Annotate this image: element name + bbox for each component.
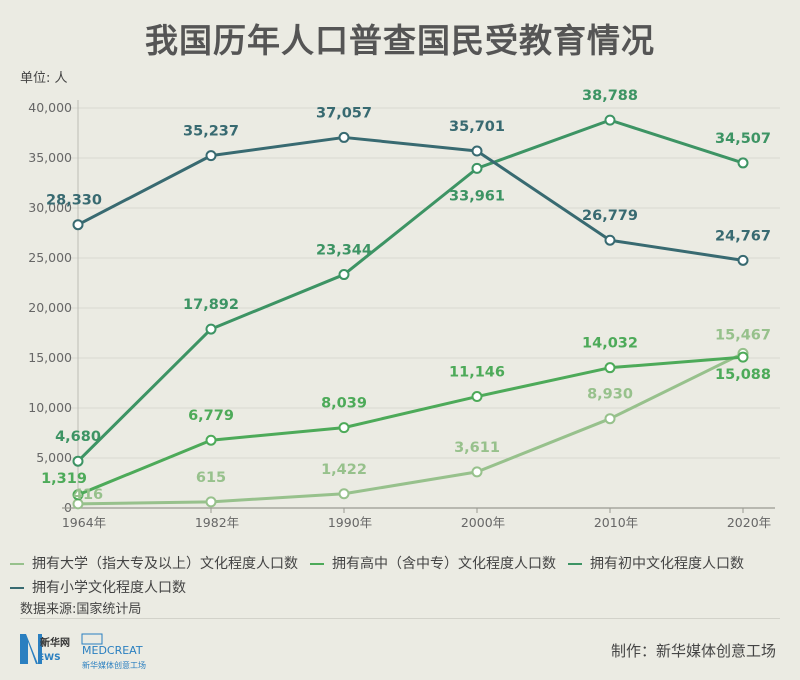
data-label: 1,319 <box>41 471 87 487</box>
y-tick-label: 25,000 <box>28 250 72 265</box>
media-creative-logo: MEDCREAT 新华媒体创意工场 <box>81 633 146 670</box>
legend: 拥有大学（指大专及以上）文化程度人口数 拥有高中（含中专）文化程度人口数 拥有初中文… <box>10 552 795 600</box>
data-label: 33,961 <box>449 188 505 204</box>
legend-swatch <box>310 563 324 565</box>
data-point <box>471 466 483 478</box>
data-point <box>604 362 616 374</box>
data-label: 416 <box>73 487 103 503</box>
grid <box>70 107 780 459</box>
data-label: 34,507 <box>715 131 771 147</box>
y-tick-label: 10,000 <box>28 400 72 415</box>
svg-text:EWS: EWS <box>38 653 61 663</box>
legend-swatch <box>10 587 24 589</box>
data-label: 24,767 <box>715 228 771 244</box>
data-label: 1,422 <box>321 462 367 478</box>
x-tick-label: 2010年 <box>594 515 638 530</box>
series-line-3 <box>77 135 744 262</box>
series-line-1 <box>77 355 744 497</box>
legend-label: 拥有初中文化程度人口数 <box>590 556 744 572</box>
legend-label: 拥有大学（指大专及以上）文化程度人口数 <box>32 556 298 572</box>
svg-text:MEDCREAT: MEDCREAT <box>82 644 143 657</box>
x-tick-label: 2000年 <box>461 515 505 530</box>
data-label: 23,344 <box>316 243 372 259</box>
data-label: 14,032 <box>582 336 638 352</box>
legend-item-0: 拥有大学（指大专及以上）文化程度人口数 <box>10 552 298 576</box>
y-tick-label: 5,000 <box>36 450 72 465</box>
data-label: 38,788 <box>582 88 638 104</box>
axes: 单位: 人05,00010,00015,00020,00025,00030,00… <box>20 71 775 530</box>
legend-label: 拥有小学文化程度人口数 <box>32 580 186 596</box>
y-tick-label: 20,000 <box>28 300 72 315</box>
y-tick-label: 15,000 <box>28 350 72 365</box>
data-label: 8,039 <box>321 396 367 412</box>
credit-text: 制作：新华媒体创意工场 <box>610 642 776 660</box>
xinhua-news-logo: 新华网 EWS <box>20 634 70 664</box>
svg-text:新华媒体创意工场: 新华媒体创意工场 <box>82 660 146 670</box>
data-label: 8,930 <box>587 387 633 403</box>
y-tick-label: 35,000 <box>28 150 72 165</box>
unit-label: 单位: 人 <box>20 71 68 86</box>
data-point <box>205 434 217 446</box>
data-point <box>338 269 350 281</box>
divider <box>20 618 780 619</box>
data-point <box>205 150 217 162</box>
data-label: 15,467 <box>715 327 771 343</box>
data-label: 6,779 <box>188 408 234 424</box>
y-tick-label: 40,000 <box>28 100 72 115</box>
data-point <box>72 455 84 467</box>
legend-swatch <box>10 563 24 565</box>
x-tick-label: 1990年 <box>328 515 372 530</box>
data-label: 37,057 <box>316 105 372 121</box>
data-point <box>737 157 749 169</box>
x-tick-label: 1964年 <box>62 515 106 530</box>
data-label: 11,146 <box>449 365 505 381</box>
legend-item-3: 拥有小学文化程度人口数 <box>10 576 186 600</box>
data-label: 3,611 <box>454 440 500 456</box>
data-point <box>737 351 749 363</box>
data-label: 4,680 <box>55 429 101 445</box>
x-tick-label: 2020年 <box>727 515 771 530</box>
x-tick-label: 1982年 <box>195 515 239 530</box>
data-label: 35,701 <box>449 119 505 135</box>
data-point <box>471 162 483 174</box>
data-point <box>604 413 616 425</box>
data-point <box>604 234 616 246</box>
data-point <box>338 422 350 434</box>
data-point <box>72 489 84 501</box>
data-point <box>737 254 749 266</box>
svg-text:新华网: 新华网 <box>40 636 70 649</box>
data-point <box>471 145 483 157</box>
data-point <box>338 131 350 143</box>
data-source: 数据来源:国家统计局 <box>20 602 142 617</box>
data-point <box>604 114 616 126</box>
data-label: 15,088 <box>715 367 771 383</box>
legend-label: 拥有高中（含中专）文化程度人口数 <box>332 556 556 572</box>
chart-title: 我国历年人口普查国民受教育情况 <box>145 21 655 60</box>
series-line-0 <box>77 351 744 506</box>
data-point <box>338 488 350 500</box>
data-point <box>205 323 217 335</box>
data-point <box>471 391 483 403</box>
line-chart: 单位: 人05,00010,00015,00020,00025,00030,00… <box>20 71 780 530</box>
data-labels: 416 615 1,422 3,611 8,930 15,467 1,319 6,779 8,0… <box>41 88 771 503</box>
data-label: 17,892 <box>183 297 239 313</box>
data-label: 26,779 <box>582 208 638 224</box>
legend-item-2: 拥有初中文化程度人口数 <box>568 552 744 576</box>
data-point <box>72 219 84 231</box>
data-label: 35,237 <box>183 124 239 140</box>
legend-swatch <box>568 563 582 565</box>
y-tick-label: 30,000 <box>28 200 72 215</box>
series-line-2 <box>76 118 744 463</box>
data-label: 28,330 <box>46 193 102 209</box>
data-point <box>205 496 217 508</box>
data-label: 615 <box>196 470 226 486</box>
legend-item-1: 拥有高中（含中专）文化程度人口数 <box>310 552 556 576</box>
series-layer <box>72 114 749 510</box>
